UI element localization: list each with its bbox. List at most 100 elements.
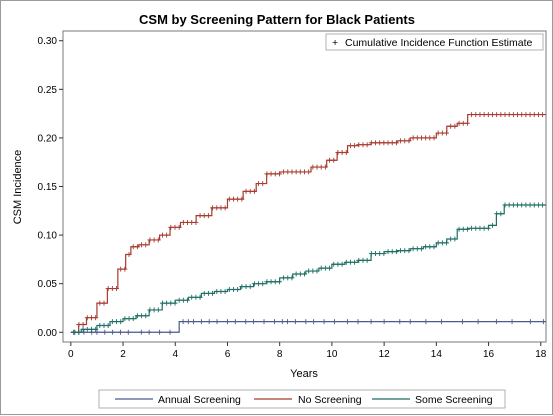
x-tick-label: 18 [535,349,547,360]
censor-mark-no-screening [101,300,107,306]
censor-mark-some-screening [143,313,149,319]
censor-mark-some-screening [331,261,337,267]
censor-mark-no-screening [439,130,445,136]
censor-mark-some-screening [293,271,299,277]
censor-mark-no-screening [118,266,124,272]
censor-mark-some-screening [393,249,399,255]
censor-mark-no-screening [431,135,437,141]
censor-mark-some-screening [427,244,433,250]
censor-mark-no-screening [398,138,404,144]
censor-mark-no-screening [197,213,203,219]
censor-mark-annual-screening [191,319,197,325]
censor-mark-no-screening [210,205,216,211]
y-tick-label: 0.30 [38,36,58,47]
censor-mark-some-screening [109,319,115,325]
censor-mark-no-screening [452,123,458,129]
censor-mark-annual-screening [251,319,257,325]
censor-mark-some-screening [527,202,533,208]
censor-mark-some-screening [402,248,408,254]
censor-mark-no-screening [523,112,529,118]
censor-mark-some-screening [97,322,103,328]
censor-mark-annual-screening [167,329,173,335]
censor-mark-no-screening [235,196,241,202]
legend-label-none: No Screening [298,394,362,406]
censor-mark-annual-screening [509,319,515,325]
censor-mark-no-screening [502,112,508,118]
censor-mark-no-screening [393,140,399,146]
censor-mark-some-screening [159,300,165,306]
censor-mark-no-screening [268,171,274,177]
censor-mark-some-screening [84,326,90,332]
censor-mark-no-screening [494,112,500,118]
censor-mark-no-screening [139,242,145,248]
censor-mark-some-screening [310,268,316,274]
censor-mark-annual-screening [459,319,465,325]
censor-mark-annual-screening [368,319,374,325]
censor-mark-no-screening [172,224,178,230]
censor-mark-annual-screening [157,329,163,335]
censor-mark-annual-screening [321,319,327,325]
censor-mark-no-screening [285,169,291,175]
censor-mark-some-screening [272,279,278,285]
censor-mark-some-screening [398,248,404,254]
censor-mark-some-screening [489,222,495,228]
censor-mark-no-screening [381,140,387,146]
censor-mark-no-screening [155,237,161,243]
censor-mark-no-screening [109,286,115,292]
censor-mark-some-screening [247,284,253,290]
censor-mark-annual-screening [214,319,220,325]
censor-mark-some-screening [439,240,445,246]
censor-mark-annual-screening [206,319,212,325]
x-tick-label: 14 [431,349,443,360]
censor-mark-some-screening [285,275,291,281]
censor-mark-no-screening [76,322,82,328]
censor-mark-no-screening [218,205,224,211]
censor-mark-some-screening [256,281,262,287]
censor-mark-some-screening [431,244,437,250]
censor-mark-no-screening [364,142,370,148]
x-tick-label: 6 [225,349,231,360]
censor-mark-no-screening [368,140,374,146]
censor-mark-no-screening [389,140,395,146]
censor-mark-some-screening [339,261,345,267]
censor-mark-no-screening [527,112,533,118]
legend-label-some: Some Screening [415,394,493,406]
censor-mark-no-screening [535,112,541,118]
censor-mark-some-screening [76,329,82,335]
censor-mark-some-screening [72,329,78,335]
x-tick-label: 16 [483,349,495,360]
censor-mark-annual-screening [102,329,108,335]
censor-mark-some-screening [535,202,541,208]
censor-mark-annual-screening [125,329,131,335]
censor-mark-some-screening [289,275,295,281]
censor-mark-some-screening [473,225,479,231]
censor-mark-some-screening [201,290,207,296]
censor-mark-no-screening [498,112,504,118]
censor-mark-some-screening [281,275,287,281]
censor-mark-no-screening [251,188,257,194]
censor-mark-annual-screening [138,329,144,335]
censor-mark-annual-screening [180,319,186,325]
censor-mark-no-screening [272,171,278,177]
censor-mark-some-screening [164,300,170,306]
censor-mark-no-screening [88,315,94,321]
censor-mark-no-screening [293,169,299,175]
inset-legend-label: Cumulative Incidence Function Estimate [345,37,532,49]
legend-label-annual: Annual Screening [158,394,241,406]
censor-mark-some-screening [114,319,120,325]
censor-mark-some-screening [268,279,274,285]
censor-mark-no-screening [427,135,433,141]
censor-mark-annual-screening [81,329,87,335]
censor-mark-some-screening [373,251,379,257]
censor-mark-some-screening [540,202,546,208]
censor-mark-some-screening [210,290,216,296]
censor-mark-some-screening [385,249,391,255]
censor-mark-some-screening [448,236,454,242]
censor-mark-no-screening [143,242,149,248]
censor-mark-no-screening [114,286,120,292]
censor-mark-no-screening [302,169,307,175]
censor-mark-some-screening [193,294,199,300]
censor-mark-some-screening [377,251,383,257]
censor-mark-some-screening [335,261,341,267]
